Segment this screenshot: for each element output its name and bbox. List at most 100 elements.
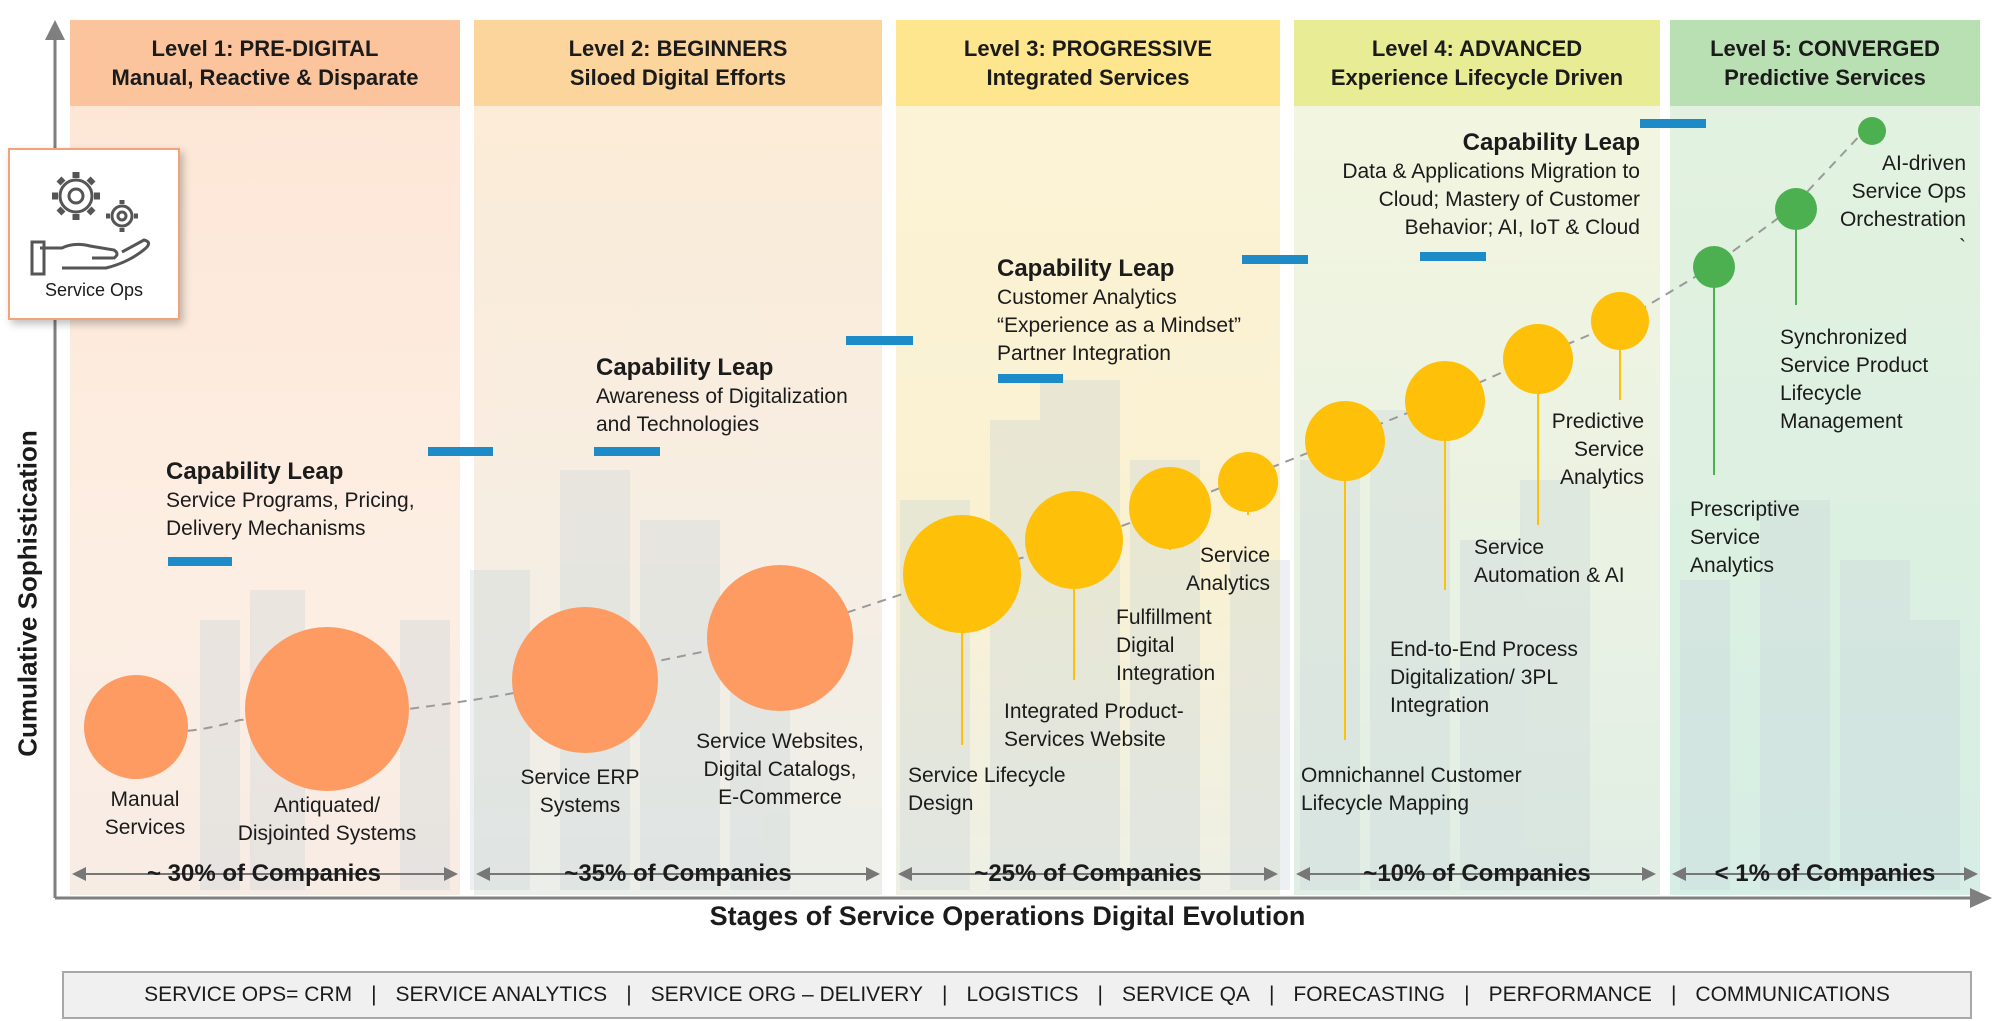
share-arrowhead — [72, 867, 86, 881]
stage-bubble — [1305, 401, 1385, 481]
leap-marker — [1640, 119, 1706, 128]
leap-marker — [998, 374, 1063, 383]
stage-bubble — [1218, 452, 1278, 512]
capability-leap-line: and Technologies — [596, 413, 760, 436]
service-function-item: PERFORMANCE — [1488, 983, 1652, 1006]
capability-leap-line: Customer Analytics — [997, 286, 1177, 309]
stage-bubble — [1129, 467, 1211, 549]
leap-marker — [594, 447, 660, 456]
capability-leap-title: Capability Leap — [1462, 129, 1640, 156]
stage-bubble — [512, 607, 658, 753]
capability-leap-line: Delivery Mechanisms — [166, 517, 366, 540]
capability-leap-line: Behavior; AI, IoT & Cloud — [1404, 216, 1640, 239]
stage-label: Predictive Service Analytics — [1551, 410, 1644, 489]
stage-bubble — [903, 515, 1021, 633]
capability-leap-1: Capability Leap Service Programs, Pricin… — [166, 457, 415, 543]
level-2-column — [474, 20, 882, 895]
gears-hand-icon — [30, 172, 151, 276]
capability-leap-line: Data & Applications Migration to — [1342, 160, 1640, 183]
bar-separator: | — [626, 983, 632, 1006]
share-arrowhead — [1642, 867, 1656, 881]
level-4-share: ~10% of Companies — [1363, 860, 1591, 887]
level-subtitle: Predictive Services — [1724, 65, 1926, 90]
share-arrowhead — [898, 867, 912, 881]
level-subtitle: Experience Lifecycle Driven — [1330, 65, 1624, 90]
bar-separator: | — [1464, 983, 1470, 1006]
stage-label: Prescriptive Service Analytics — [1690, 498, 1800, 577]
bar-separator: | — [941, 983, 948, 1006]
level-title: Level 1: PRE-DIGITAL — [151, 36, 379, 61]
level-title: Level 3: PROGRESSIVE — [963, 36, 1213, 61]
share-arrowhead — [1672, 867, 1686, 881]
level-3-share: ~25% of Companies — [974, 860, 1202, 887]
leap-marker — [428, 447, 493, 456]
level-subtitle: Integrated Services — [986, 65, 1190, 90]
level-5-share: < 1% of Companies — [1714, 860, 1936, 887]
stage-label: AI-driven Service Ops Orchestration ` — [1839, 152, 1966, 259]
level-3-column — [896, 20, 1280, 895]
bar-separator: | — [1268, 983, 1275, 1006]
service-function-item: SERVICE ORG – DELIVERY — [650, 983, 923, 1006]
stage-label: Service Analytics — [1185, 544, 1270, 595]
capability-leap-4: Capability Leap Data & Applications Migr… — [1300, 128, 1640, 242]
service-function-item: FORECASTING — [1293, 983, 1446, 1006]
stage-label: Service Automation & AI — [1474, 536, 1625, 587]
stage-label: Fulfillment Digital Integration — [1116, 606, 1216, 685]
service-function-item: COMMUNICATIONS — [1695, 983, 1890, 1006]
share-arrowhead — [444, 867, 458, 881]
level-4-header: Level 4: ADVANCED Experience Lifecycle D… — [1294, 20, 1660, 106]
leap-marker — [846, 336, 913, 345]
bar-separator: | — [1670, 983, 1677, 1006]
stage-bubble — [245, 627, 409, 791]
level-5-header: Level 5: CONVERGED Predictive Services — [1670, 20, 1980, 106]
service-ops-card: Service Ops — [8, 148, 180, 320]
stage-label: Service Websites, Digital Catalogs, E-Comm… — [696, 730, 864, 809]
level-title: Level 4: ADVANCED — [1371, 36, 1583, 61]
stage-label: Service ERP Systems — [520, 766, 640, 817]
level-2-header: Level 2: BEGINNERS Siloed Digital Effort… — [474, 20, 882, 106]
service-function-item: SERVICE ANALYTICS — [395, 983, 608, 1006]
stage-label: Manual Services — [104, 788, 186, 839]
stage-label: Antiquated/Disjointed Systems — [237, 794, 417, 845]
stage-label: Synchronized Service Product Lifecycle Mana… — [1780, 326, 1929, 433]
stage-bubble — [84, 675, 188, 779]
stage-label: Omnichannel Customer Lifecycle Mapping — [1301, 764, 1522, 815]
stage-label: End-to-End Process Digitalization/ 3PL Int… — [1390, 638, 1578, 717]
share-arrowhead — [1264, 867, 1278, 881]
stage-bubble — [1858, 117, 1886, 145]
stage-bubble — [1591, 292, 1649, 350]
level-5-column — [1670, 20, 1980, 895]
capability-leap-line: Cloud; Mastery of Customer — [1378, 188, 1640, 211]
level-title: Level 2: BEGINNERS — [568, 36, 788, 61]
capability-leap-3: Capability Leap Customer Analytics “Expe… — [997, 254, 1241, 368]
service-function-item: SERVICE OPS= CRM — [144, 983, 353, 1006]
capability-leap-title: Capability Leap — [596, 354, 774, 381]
capability-leap-2: Capability Leap Awareness of Digitalizat… — [596, 353, 848, 439]
level-1-header: Level 1: PRE-DIGITAL Manual, Reactive & … — [70, 20, 460, 106]
bar-separator: | — [371, 983, 377, 1006]
level-2-share: ~35% of Companies — [564, 860, 792, 887]
stage-bubble — [1775, 188, 1817, 230]
y-axis-label: Cumulative Sophistication — [12, 430, 43, 757]
level-title: Level 5: CONVERGED — [1710, 36, 1940, 61]
stage-bubble — [1025, 491, 1123, 589]
level-subtitle: Siloed Digital Efforts — [569, 65, 787, 90]
capability-leap-title: Capability Leap — [166, 458, 344, 485]
level-1-share: ~ 30% of Companies — [146, 860, 382, 887]
service-ops-card-label: Service Ops — [44, 280, 144, 300]
service-function-item: LOGISTICS — [966, 983, 1079, 1006]
leap-marker — [1242, 255, 1308, 264]
share-arrowhead — [1964, 867, 1978, 881]
level-3-header: Level 3: PROGRESSIVE Integrated Services — [896, 20, 1280, 106]
stage-bubble — [707, 565, 853, 711]
x-axis-arrowhead — [1970, 888, 1992, 908]
capability-leap-line: Partner Integration — [997, 342, 1171, 365]
capability-leap-line: Service Programs, Pricing, — [166, 489, 415, 512]
leap-marker — [1420, 252, 1486, 261]
bar-separator: | — [1097, 983, 1103, 1006]
stage-bubble — [1405, 361, 1485, 441]
stage-bubble — [1693, 246, 1735, 288]
service-functions-bar: SERVICE OPS= CRM | SERVICE ANALYTICS | SERVI… — [62, 971, 1972, 1019]
